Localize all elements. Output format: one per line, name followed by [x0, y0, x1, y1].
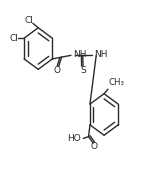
- Text: CH₃: CH₃: [109, 78, 125, 87]
- Text: O: O: [91, 142, 98, 151]
- Text: Cl: Cl: [9, 34, 18, 43]
- Text: NH: NH: [73, 50, 86, 59]
- Text: NH: NH: [94, 50, 108, 59]
- Text: HO: HO: [67, 134, 81, 143]
- Text: O: O: [54, 66, 61, 75]
- Text: Cl: Cl: [25, 16, 33, 25]
- Text: S: S: [80, 66, 86, 75]
